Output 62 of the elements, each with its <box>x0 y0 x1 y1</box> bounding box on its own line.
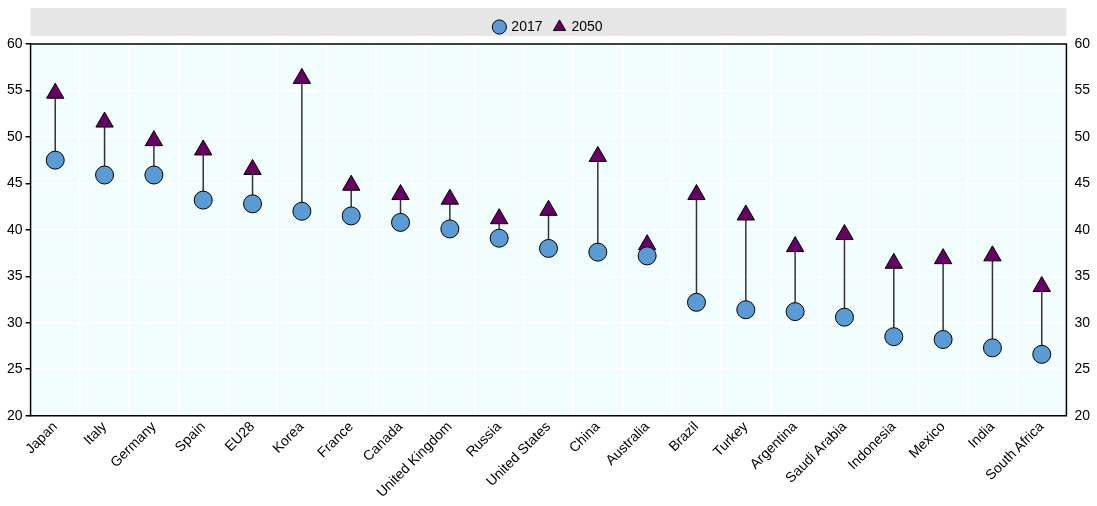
point <box>686 292 706 312</box>
point <box>933 329 953 349</box>
point <box>193 190 213 210</box>
point <box>1032 344 1052 364</box>
point <box>835 223 854 240</box>
point <box>342 174 361 191</box>
y2-tick-label: 20 <box>1074 406 1091 423</box>
legend-label: 2050 <box>571 17 603 34</box>
point <box>341 206 361 226</box>
y2-tick-label: 40 <box>1074 220 1091 237</box>
y-tick-label: 60 <box>6 34 23 51</box>
point <box>785 302 805 322</box>
y-tick-label: 55 <box>6 81 23 98</box>
point <box>687 184 706 201</box>
point <box>95 165 115 185</box>
point <box>490 208 509 225</box>
y-tick-label: 50 <box>6 127 23 144</box>
point <box>588 242 608 262</box>
point <box>1032 276 1051 293</box>
point <box>46 82 65 99</box>
point <box>834 307 854 327</box>
point <box>391 212 411 232</box>
y2-tick-label: 30 <box>1074 313 1091 330</box>
point <box>243 158 262 175</box>
y2-tick-label: 25 <box>1074 360 1091 377</box>
point <box>489 228 509 248</box>
point <box>292 67 312 84</box>
y2-tick-label: 60 <box>1074 34 1091 51</box>
y-tick-label: 35 <box>6 267 23 284</box>
point <box>637 246 657 266</box>
x-tick-label: Italy <box>79 418 110 448</box>
point <box>983 245 1002 262</box>
point <box>588 145 607 162</box>
point <box>736 204 755 221</box>
point <box>440 188 460 205</box>
point <box>243 194 263 214</box>
legend-label: 2017 <box>511 17 543 34</box>
point <box>785 236 805 253</box>
point <box>194 139 213 156</box>
y-tick-label: 30 <box>6 313 23 330</box>
point <box>539 238 558 258</box>
point <box>982 338 1002 358</box>
point <box>144 130 164 147</box>
point <box>736 300 756 320</box>
point <box>884 327 904 347</box>
point <box>391 184 410 201</box>
point <box>292 201 312 221</box>
point <box>539 199 558 216</box>
y2-tick-label: 50 <box>1074 127 1091 144</box>
y-tick-label: 20 <box>6 406 23 423</box>
y2-tick-label: 45 <box>1074 174 1091 191</box>
y-tick-label: 40 <box>6 220 23 237</box>
point <box>440 219 460 239</box>
y-tick-label: 25 <box>6 360 23 377</box>
point <box>45 150 65 170</box>
y2-tick-label: 35 <box>1074 267 1091 284</box>
y2-tick-label: 55 <box>1074 81 1091 98</box>
y-tick-label: 45 <box>6 174 23 191</box>
point <box>144 165 164 185</box>
point <box>933 248 953 265</box>
point <box>884 252 903 269</box>
point <box>95 111 114 128</box>
